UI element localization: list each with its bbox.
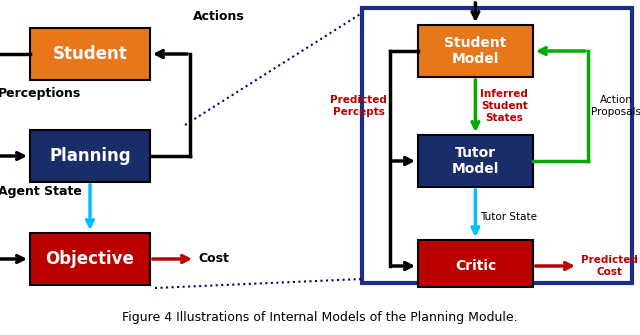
FancyArrowPatch shape xyxy=(393,158,412,164)
Text: Predicted
Percepts: Predicted Percepts xyxy=(330,95,387,117)
FancyArrowPatch shape xyxy=(0,256,23,262)
Text: Figure 4 Illustrations of Internal Models of the Planning Module.: Figure 4 Illustrations of Internal Model… xyxy=(122,312,518,325)
Text: Tutor State: Tutor State xyxy=(481,211,538,221)
FancyArrowPatch shape xyxy=(153,256,188,262)
Bar xyxy=(418,135,533,187)
Text: Actions: Actions xyxy=(193,10,244,23)
Text: Cost: Cost xyxy=(198,253,229,266)
Bar xyxy=(418,25,533,77)
FancyArrowPatch shape xyxy=(86,185,93,226)
FancyArrowPatch shape xyxy=(472,80,479,128)
Text: Planning: Planning xyxy=(49,147,131,165)
Text: Predicted
Cost: Predicted Cost xyxy=(581,255,638,277)
FancyArrowPatch shape xyxy=(0,153,23,159)
FancyArrowPatch shape xyxy=(472,3,479,18)
Text: Perceptions: Perceptions xyxy=(0,87,81,100)
Text: Student
Model: Student Model xyxy=(444,36,507,66)
Bar xyxy=(418,240,533,287)
Text: Student: Student xyxy=(52,45,127,63)
Bar xyxy=(30,130,150,182)
FancyArrowPatch shape xyxy=(472,190,479,233)
Text: Agent State: Agent State xyxy=(0,185,82,198)
Text: Action
Proposals: Action Proposals xyxy=(591,95,640,117)
Bar xyxy=(30,28,150,80)
Text: Objective: Objective xyxy=(45,250,134,268)
FancyArrowPatch shape xyxy=(157,51,188,57)
Bar xyxy=(362,8,632,283)
Text: Inferred
Student
States: Inferred Student States xyxy=(481,89,528,123)
Bar xyxy=(30,233,150,285)
FancyArrowPatch shape xyxy=(540,48,585,54)
FancyArrowPatch shape xyxy=(393,263,412,269)
Text: Tutor
Model: Tutor Model xyxy=(452,146,499,176)
Text: Critic: Critic xyxy=(455,259,496,273)
FancyArrowPatch shape xyxy=(536,263,572,269)
